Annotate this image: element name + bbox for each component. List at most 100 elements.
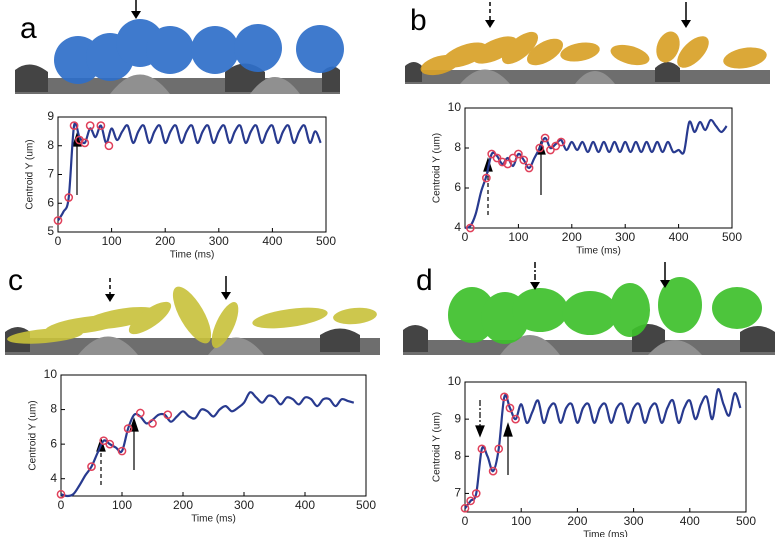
- marker: [148, 419, 157, 428]
- marker: [117, 446, 127, 456]
- data-line: [57, 121, 322, 222]
- render-d: [403, 262, 775, 355]
- x-tick-label: 500: [736, 514, 756, 528]
- y-tick-label: 7: [47, 167, 54, 181]
- y-axis-label: Centroid Y (um): [25, 139, 36, 209]
- y-tick-label: 7: [454, 486, 461, 500]
- marker: [460, 503, 470, 513]
- marker: [465, 223, 475, 233]
- y-tick-label: 5: [47, 224, 54, 238]
- y-tick-label: 9: [454, 411, 461, 425]
- render-c: [5, 276, 380, 355]
- marker: [471, 489, 481, 498]
- y-tick-label: 4: [50, 471, 57, 485]
- x-tick-label: 400: [680, 514, 700, 528]
- marker: [514, 149, 523, 159]
- x-tick-label: 100: [508, 230, 528, 244]
- y-tick-label: 6: [454, 180, 461, 194]
- marker: [64, 193, 74, 202]
- plot: [460, 388, 742, 513]
- y-tick-label: 10: [44, 367, 58, 381]
- marker: [524, 163, 534, 173]
- marker: [135, 408, 145, 418]
- marker: [519, 155, 529, 165]
- marker: [56, 489, 66, 499]
- x-axis-label: Time (ms): [583, 530, 628, 537]
- x-tick-label: 500: [722, 230, 742, 244]
- marker: [551, 141, 561, 151]
- marker: [80, 138, 90, 148]
- x-tick-label: 300: [234, 498, 254, 512]
- x-tick-label: 300: [624, 514, 644, 528]
- plot: [56, 391, 355, 499]
- x-axis-label: Time (ms): [576, 246, 621, 257]
- marker: [535, 143, 545, 153]
- marker: [487, 149, 497, 159]
- x-tick-label: 400: [295, 498, 315, 512]
- marker: [494, 444, 504, 454]
- y-tick-label: 9: [47, 109, 54, 123]
- x-tick-label: 200: [562, 230, 582, 244]
- x-axis-label: Time (ms): [191, 514, 236, 525]
- y-tick-label: 4: [454, 220, 461, 234]
- marker: [503, 159, 513, 169]
- marker: [123, 424, 133, 433]
- x-tick-label: 300: [615, 230, 635, 244]
- x-tick-label: 300: [209, 234, 229, 248]
- x-tick-label: 100: [102, 234, 122, 248]
- plot-frame: [464, 381, 747, 513]
- y-axis-label: Centroid Y (um): [28, 400, 39, 470]
- y-tick-label: 8: [50, 402, 57, 416]
- marker: [499, 392, 509, 402]
- x-tick-label: 200: [155, 234, 175, 248]
- marker: [104, 141, 114, 151]
- marker: [492, 153, 502, 163]
- x-tick-label: 0: [58, 498, 65, 512]
- marker: [477, 444, 487, 454]
- plot: [53, 121, 322, 225]
- x-tick-label: 200: [173, 498, 193, 512]
- marker: [85, 121, 95, 130]
- panel-label: d: [416, 264, 433, 297]
- marker: [488, 466, 498, 476]
- y-tick-label: 8: [47, 138, 54, 152]
- x-tick-label: 400: [262, 234, 282, 248]
- marker: [96, 121, 106, 130]
- y-axis-label: Centroid Y (um): [432, 412, 443, 482]
- render-a: [15, 0, 344, 94]
- plot-frame: [464, 107, 733, 229]
- marker: [482, 173, 491, 183]
- marker: [87, 462, 96, 471]
- x-tick-label: 0: [462, 230, 469, 244]
- panel-label: c: [8, 264, 23, 297]
- marker: [546, 145, 555, 155]
- marker: [508, 153, 518, 163]
- x-tick-label: 500: [316, 234, 336, 248]
- y-tick-label: 6: [50, 436, 57, 450]
- marker: [53, 216, 63, 225]
- y-tick-label: 8: [454, 448, 461, 462]
- data-line: [464, 388, 742, 509]
- x-tick-label: 0: [55, 234, 62, 248]
- marker: [511, 414, 520, 424]
- y-tick-label: 8: [454, 140, 461, 154]
- x-axis-label: Time (ms): [170, 250, 215, 261]
- x-tick-label: 100: [112, 498, 132, 512]
- marker: [556, 137, 566, 147]
- x-tick-label: 200: [567, 514, 587, 528]
- plot-frame: [60, 374, 367, 497]
- panel-label: b: [410, 4, 427, 37]
- y-axis-label: Centroid Y (um): [432, 133, 443, 203]
- render-b: [405, 2, 770, 84]
- marker: [163, 410, 173, 420]
- y-tick-label: 6: [47, 195, 54, 209]
- x-tick-label: 500: [356, 498, 376, 512]
- plot: [464, 118, 728, 233]
- x-tick-label: 0: [462, 514, 469, 528]
- marker: [105, 439, 115, 449]
- data-line: [464, 118, 728, 230]
- data-line: [60, 391, 355, 498]
- marker: [498, 157, 507, 167]
- marker: [540, 133, 550, 143]
